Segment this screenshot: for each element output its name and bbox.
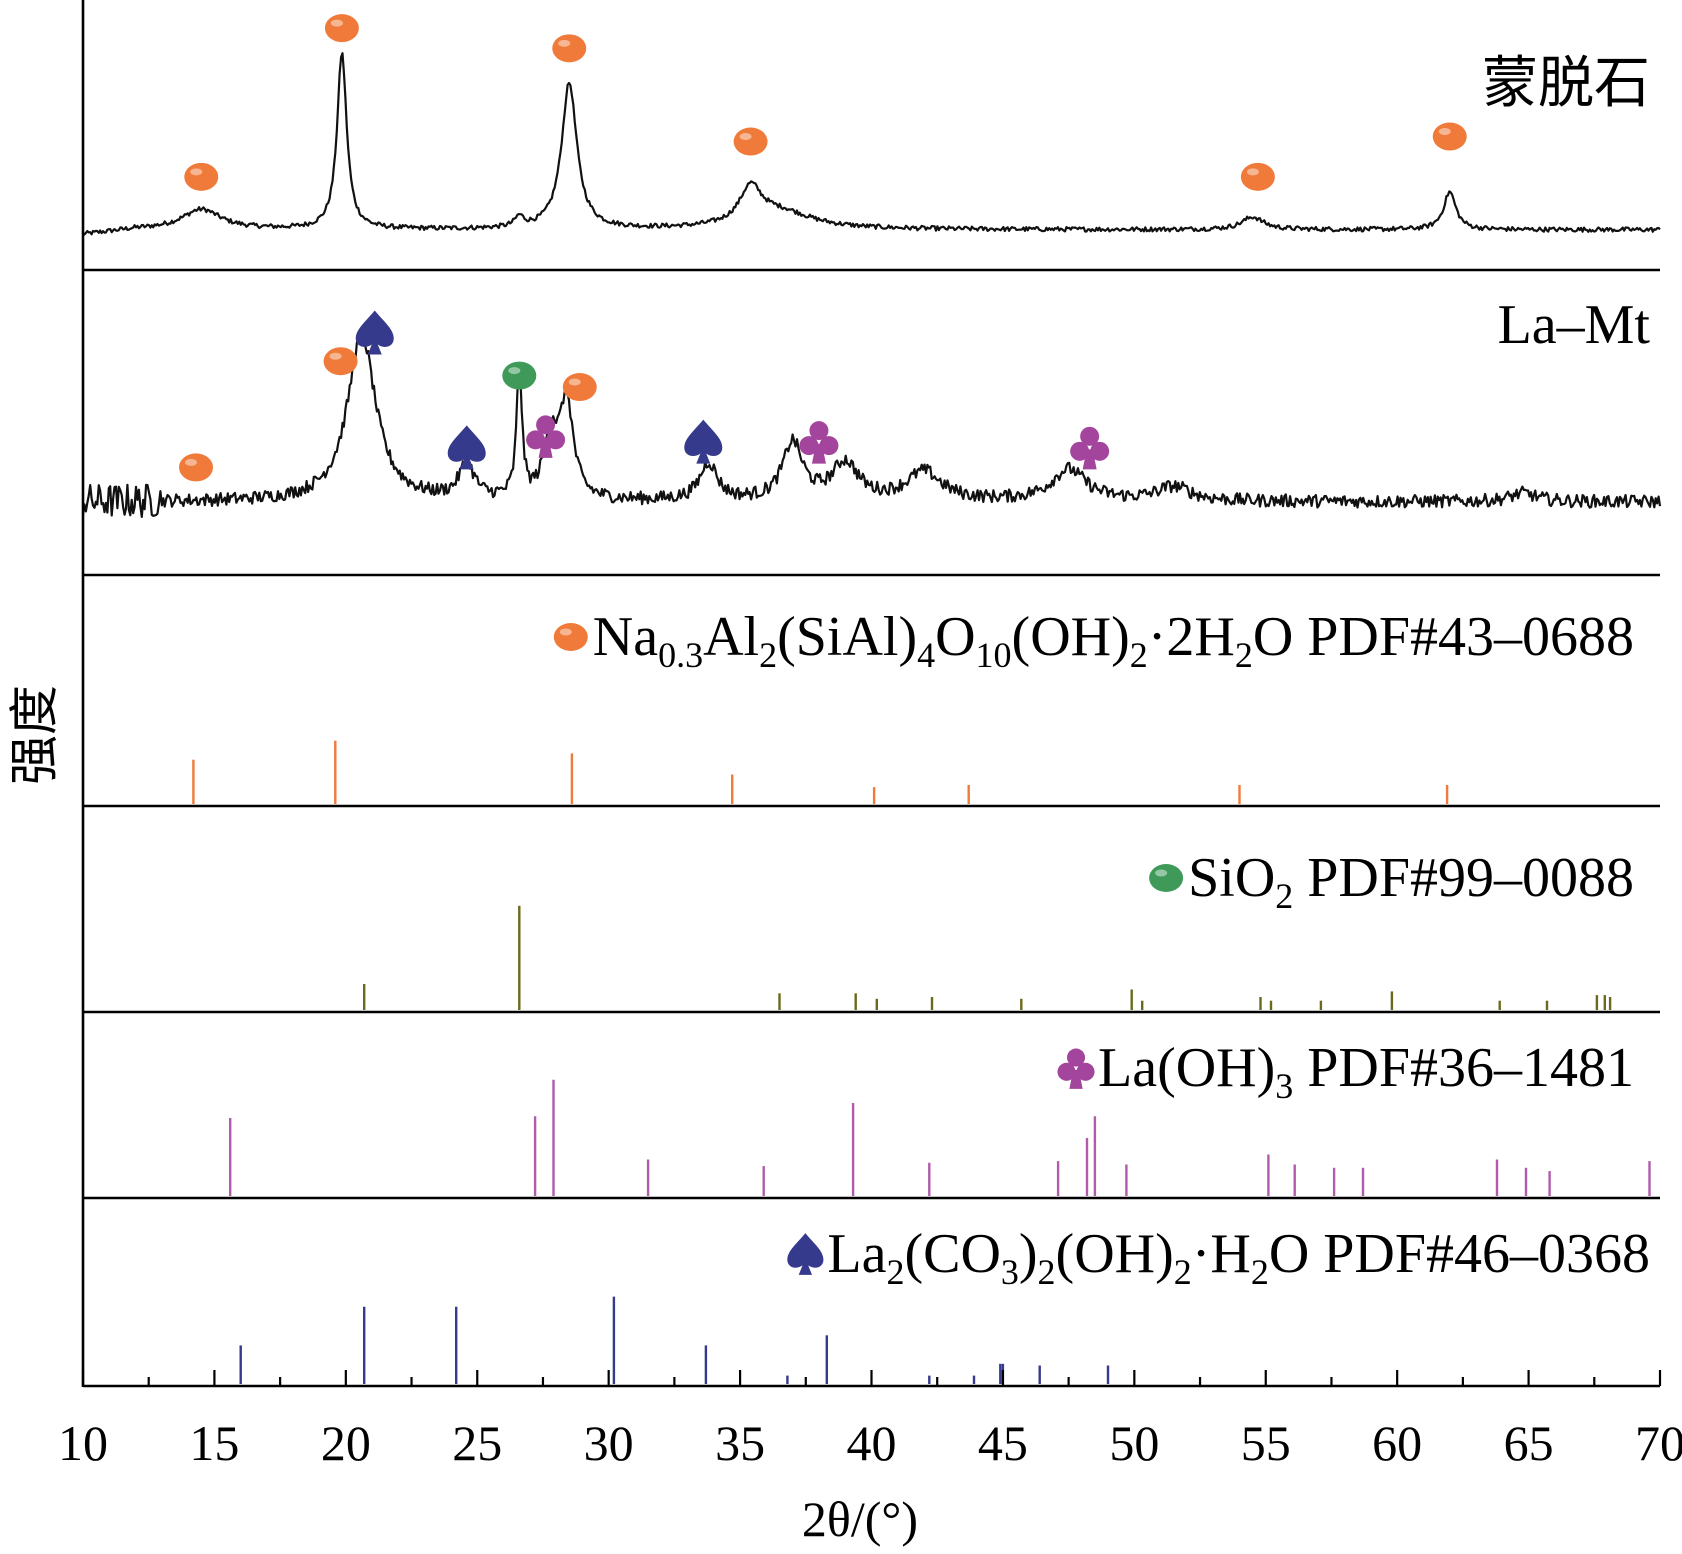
- x-tick-label: 45: [978, 1415, 1028, 1471]
- peak-marker-circle-2-3: [323, 347, 358, 376]
- panel-1: 蒙脱石: [82, 14, 1661, 236]
- panel-5: La(OH)3 PDF#36–1481: [228, 1037, 1651, 1196]
- peak-marker-spade-2-4: [447, 425, 486, 470]
- reference-label-3: La(OH)3 PDF#36–1481: [1098, 1037, 1634, 1106]
- x-axis-label: 2θ/(°): [802, 1491, 918, 1547]
- peak-marker-circle-1-6: [1432, 122, 1467, 151]
- x-tick-label: 55: [1241, 1415, 1291, 1471]
- peak-marker-circle-2-7: [562, 373, 597, 402]
- x-tick-label: 50: [1109, 1415, 1159, 1471]
- panel-label-1: 蒙脱石: [1482, 51, 1650, 116]
- peak-marker-circle-2-1: [179, 453, 214, 482]
- peak-marker-spade-2-2: [355, 310, 394, 355]
- peak-marker-circle-1-1: [184, 162, 219, 191]
- panel-4: SiO2 PDF#99–0088: [363, 847, 1634, 1010]
- diffraction-trace-1: [82, 52, 1661, 236]
- x-tick-label: 30: [584, 1415, 634, 1471]
- peak-marker-circle-1-4: [733, 127, 768, 156]
- panels-layer: 蒙脱石 La–Mt Na0.3Al2(SiAl)4O10(OH)2·2H2O PDF…: [81, 14, 1662, 1384]
- legend-marker-spade-4: [787, 1233, 824, 1275]
- x-tick-label: 60: [1372, 1415, 1422, 1471]
- x-tick-label: 25: [452, 1415, 502, 1471]
- peak-marker-circle-2-5: [502, 361, 537, 390]
- x-tick-label: 65: [1504, 1415, 1554, 1471]
- reference-label-4: La2(CO3)2(OH)2·H2O PDF#46–0368: [827, 1223, 1650, 1292]
- legend-marker-club-3: [1057, 1048, 1095, 1089]
- diffraction-trace-2: [81, 328, 1662, 519]
- legend-marker-circle-1: [553, 623, 588, 651]
- x-tick-label: 20: [321, 1415, 371, 1471]
- panel-2: La–Mt: [81, 294, 1662, 519]
- peak-marker-club-2-9: [799, 421, 839, 464]
- panel-6: La2(CO3)2(OH)2·H2O PDF#46–0368: [239, 1223, 1650, 1384]
- reference-label-1: Na0.3Al2(SiAl)4O10(OH)2·2H2O PDF#43–0688: [593, 606, 1634, 675]
- x-tick-label: 70: [1635, 1415, 1682, 1471]
- x-tick-label: 10: [58, 1415, 108, 1471]
- peak-marker-club-2-6: [526, 415, 566, 458]
- reference-label-2: SiO2 PDF#99–0088: [1188, 847, 1634, 916]
- peak-marker-circle-1-3: [552, 34, 587, 63]
- legend-marker-circle-2: [1149, 864, 1184, 892]
- peak-marker-spade-2-8: [684, 419, 723, 464]
- peak-marker-circle-1-2: [324, 14, 359, 43]
- y-axis-label: 强度: [6, 685, 64, 785]
- x-tick-label: 15: [189, 1415, 239, 1471]
- panel-3: Na0.3Al2(SiAl)4O10(OH)2·2H2O PDF#43–0688: [192, 606, 1634, 804]
- peak-marker-club-2-10: [1070, 426, 1110, 470]
- x-tick-label: 40: [847, 1415, 897, 1471]
- panel-label-2: La–Mt: [1498, 294, 1651, 356]
- peak-marker-circle-1-5: [1240, 162, 1275, 191]
- axes-layer: 10 15 20 25 30 35 40 45 50 55 60 65 70: [58, 0, 1682, 1471]
- x-tick-label: 35: [715, 1415, 765, 1471]
